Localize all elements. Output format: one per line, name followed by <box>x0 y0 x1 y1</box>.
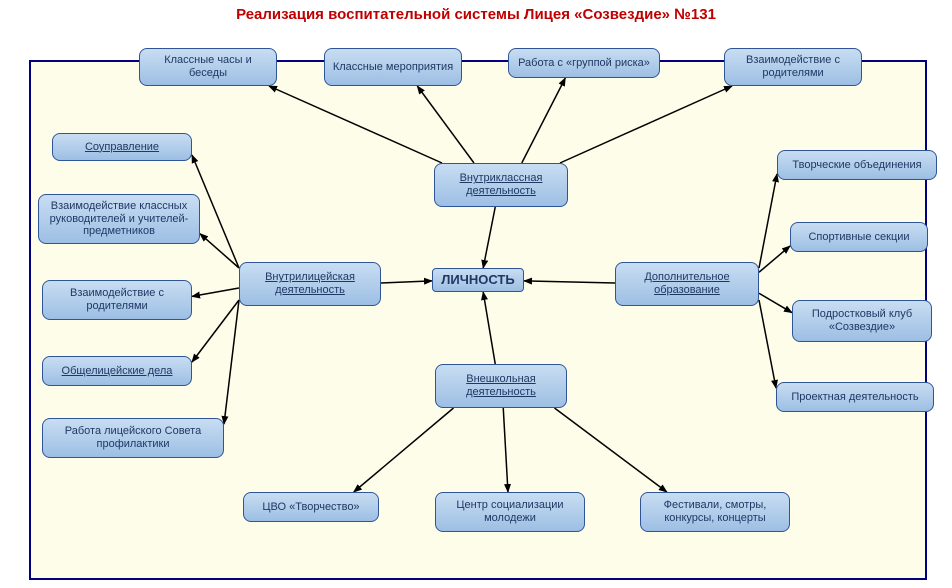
node-bottom1: ЦВО «Творчество» <box>243 492 379 522</box>
node-left4: Общелицейские дела <box>42 356 192 386</box>
node-label: Творческие объединения <box>792 159 921 172</box>
node-top2: Классные мероприятия <box>324 48 462 86</box>
node-label: ЦВО «Творчество» <box>262 501 359 514</box>
node-label: Центр социализации молодежи <box>442 499 578 524</box>
node-left1: Соуправление <box>52 133 192 161</box>
node-label: Работа лицейского Совета профилактики <box>49 425 217 450</box>
node-top4: Взаимодействие с родителями <box>724 48 862 86</box>
node-left5: Работа лицейского Совета профилактики <box>42 418 224 458</box>
node-label: Подростковый клуб «Созвездие» <box>799 308 925 333</box>
node-label: Проектная деятельность <box>791 391 918 404</box>
node-label: Общелицейские дела <box>62 365 173 378</box>
node-bottom3: Фестивали, смотры, конкурсы, концерты <box>640 492 790 532</box>
node-hub_bottom: Внешкольная деятельность <box>435 364 567 408</box>
node-label: Взаимодействие с родителями <box>731 54 855 79</box>
node-label: Фестивали, смотры, конкурсы, концерты <box>647 499 783 524</box>
node-label: Взаимодействие классных руководителей и … <box>45 200 193 238</box>
node-label: Соуправление <box>85 141 159 154</box>
node-label: Взаимодействие с родителями <box>49 287 185 312</box>
node-left2: Взаимодействие классных руководителей и … <box>38 194 200 244</box>
node-label: Классные мероприятия <box>333 61 453 74</box>
node-hub_right: Дополнительное образование <box>615 262 759 306</box>
node-label: Спортивные секции <box>808 231 909 244</box>
node-right1: Творческие объединения <box>777 150 937 180</box>
node-top3: Работа с «группой риска» <box>508 48 660 78</box>
node-top1: Классные часы и беседы <box>139 48 277 86</box>
node-right2: Спортивные секции <box>790 222 928 252</box>
node-center: ЛИЧНОСТЬ <box>432 268 524 292</box>
node-label: Внешкольная деятельность <box>442 373 560 398</box>
node-label: ЛИЧНОСТЬ <box>441 273 514 288</box>
diagram-title: Реализация воспитательной системы Лицея … <box>0 6 952 23</box>
node-label: Внутрилицейская деятельность <box>246 271 374 296</box>
node-bottom2: Центр социализации молодежи <box>435 492 585 532</box>
node-right4: Проектная деятельность <box>776 382 934 412</box>
node-label: Внутриклассная деятельность <box>441 172 561 197</box>
node-hub_top: Внутриклассная деятельность <box>434 163 568 207</box>
node-left3: Взаимодействие с родителями <box>42 280 192 320</box>
node-label: Работа с «группой риска» <box>518 57 650 70</box>
node-hub_left: Внутрилицейская деятельность <box>239 262 381 306</box>
node-right3: Подростковый клуб «Созвездие» <box>792 300 932 342</box>
node-label: Классные часы и беседы <box>146 54 270 79</box>
node-label: Дополнительное образование <box>622 271 752 296</box>
